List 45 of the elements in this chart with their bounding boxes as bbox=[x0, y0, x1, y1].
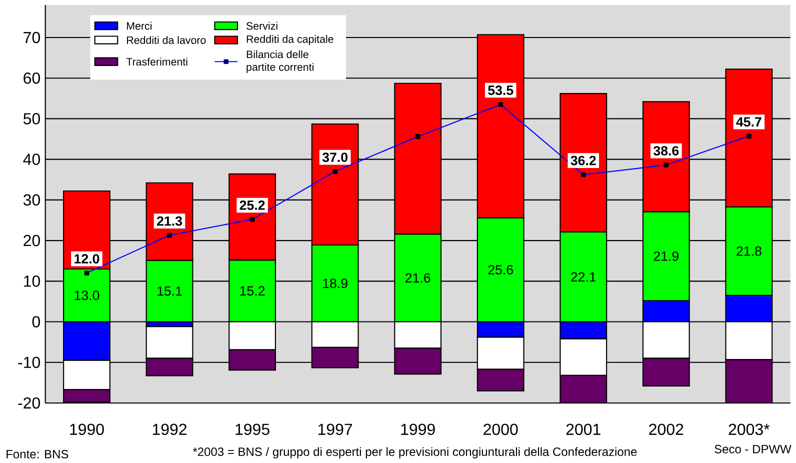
y-tick-label: -20 bbox=[18, 397, 40, 409]
y-tick-label: 60 bbox=[24, 72, 40, 84]
data-label: 22.1 bbox=[571, 272, 596, 282]
data-label: 15.2 bbox=[240, 286, 265, 296]
legend-label: Trasferimenti bbox=[126, 58, 188, 66]
y-tick-label: 40 bbox=[23, 154, 40, 165]
x-tick-label: 2001 bbox=[566, 424, 600, 436]
data-label: 36.2 bbox=[570, 156, 596, 166]
x-tick-label: 1990 bbox=[70, 424, 104, 436]
data-label: 38.6 bbox=[653, 146, 679, 156]
data-label: 53.5 bbox=[488, 86, 514, 96]
x-tick-label: 1999 bbox=[401, 424, 435, 436]
data-label: 15.1 bbox=[158, 286, 182, 296]
x-tick-label: 2002 bbox=[649, 424, 684, 436]
data-label: 21.3 bbox=[156, 216, 182, 226]
legend-label: Redditi da capitale bbox=[246, 35, 334, 45]
text: Seco - DPWW bbox=[714, 444, 792, 454]
data-label: 37.0 bbox=[322, 152, 348, 162]
data-label: 25.6 bbox=[488, 265, 513, 274]
data-label: 12.0 bbox=[74, 254, 100, 264]
x-tick-label: 1995 bbox=[236, 424, 270, 436]
data-label: 21.9 bbox=[654, 251, 679, 261]
data-label: 45.7 bbox=[736, 117, 762, 127]
data-label: 18.9 bbox=[323, 278, 348, 288]
y-tick-label: 10 bbox=[24, 275, 40, 287]
legend-label: Bilancia delle partite correnti bbox=[246, 50, 314, 73]
x-tick-label: 1997 bbox=[318, 424, 352, 436]
data-label: 25.2 bbox=[240, 200, 265, 210]
y-tick-label: 70 bbox=[24, 32, 40, 44]
y-tick-label: 50 bbox=[23, 113, 40, 124]
data-label: 21.8 bbox=[736, 246, 762, 256]
x-tick-label: 2003* bbox=[728, 424, 770, 436]
y-tick-label: 20 bbox=[24, 234, 40, 246]
x-tick-label: 1992 bbox=[152, 424, 186, 436]
legend-label: Merci bbox=[127, 22, 152, 30]
y-tick-label: 0 bbox=[32, 316, 40, 328]
text: *2003 = BNS / gruppo di esperti per le previsioni congiunturali della Confederazione bbox=[192, 447, 637, 458]
y-tick-label: -10 bbox=[18, 356, 40, 368]
y-tick-label: 30 bbox=[23, 194, 40, 206]
legend-label: Redditi da lavoro bbox=[127, 36, 206, 44]
legend-label: Servizi bbox=[246, 22, 278, 30]
x-tick-label: 2000 bbox=[484, 424, 518, 436]
data-label: 13.0 bbox=[74, 290, 100, 300]
data-label: 21.6 bbox=[406, 273, 430, 283]
source-note: Fonte: BNS bbox=[6, 450, 68, 458]
